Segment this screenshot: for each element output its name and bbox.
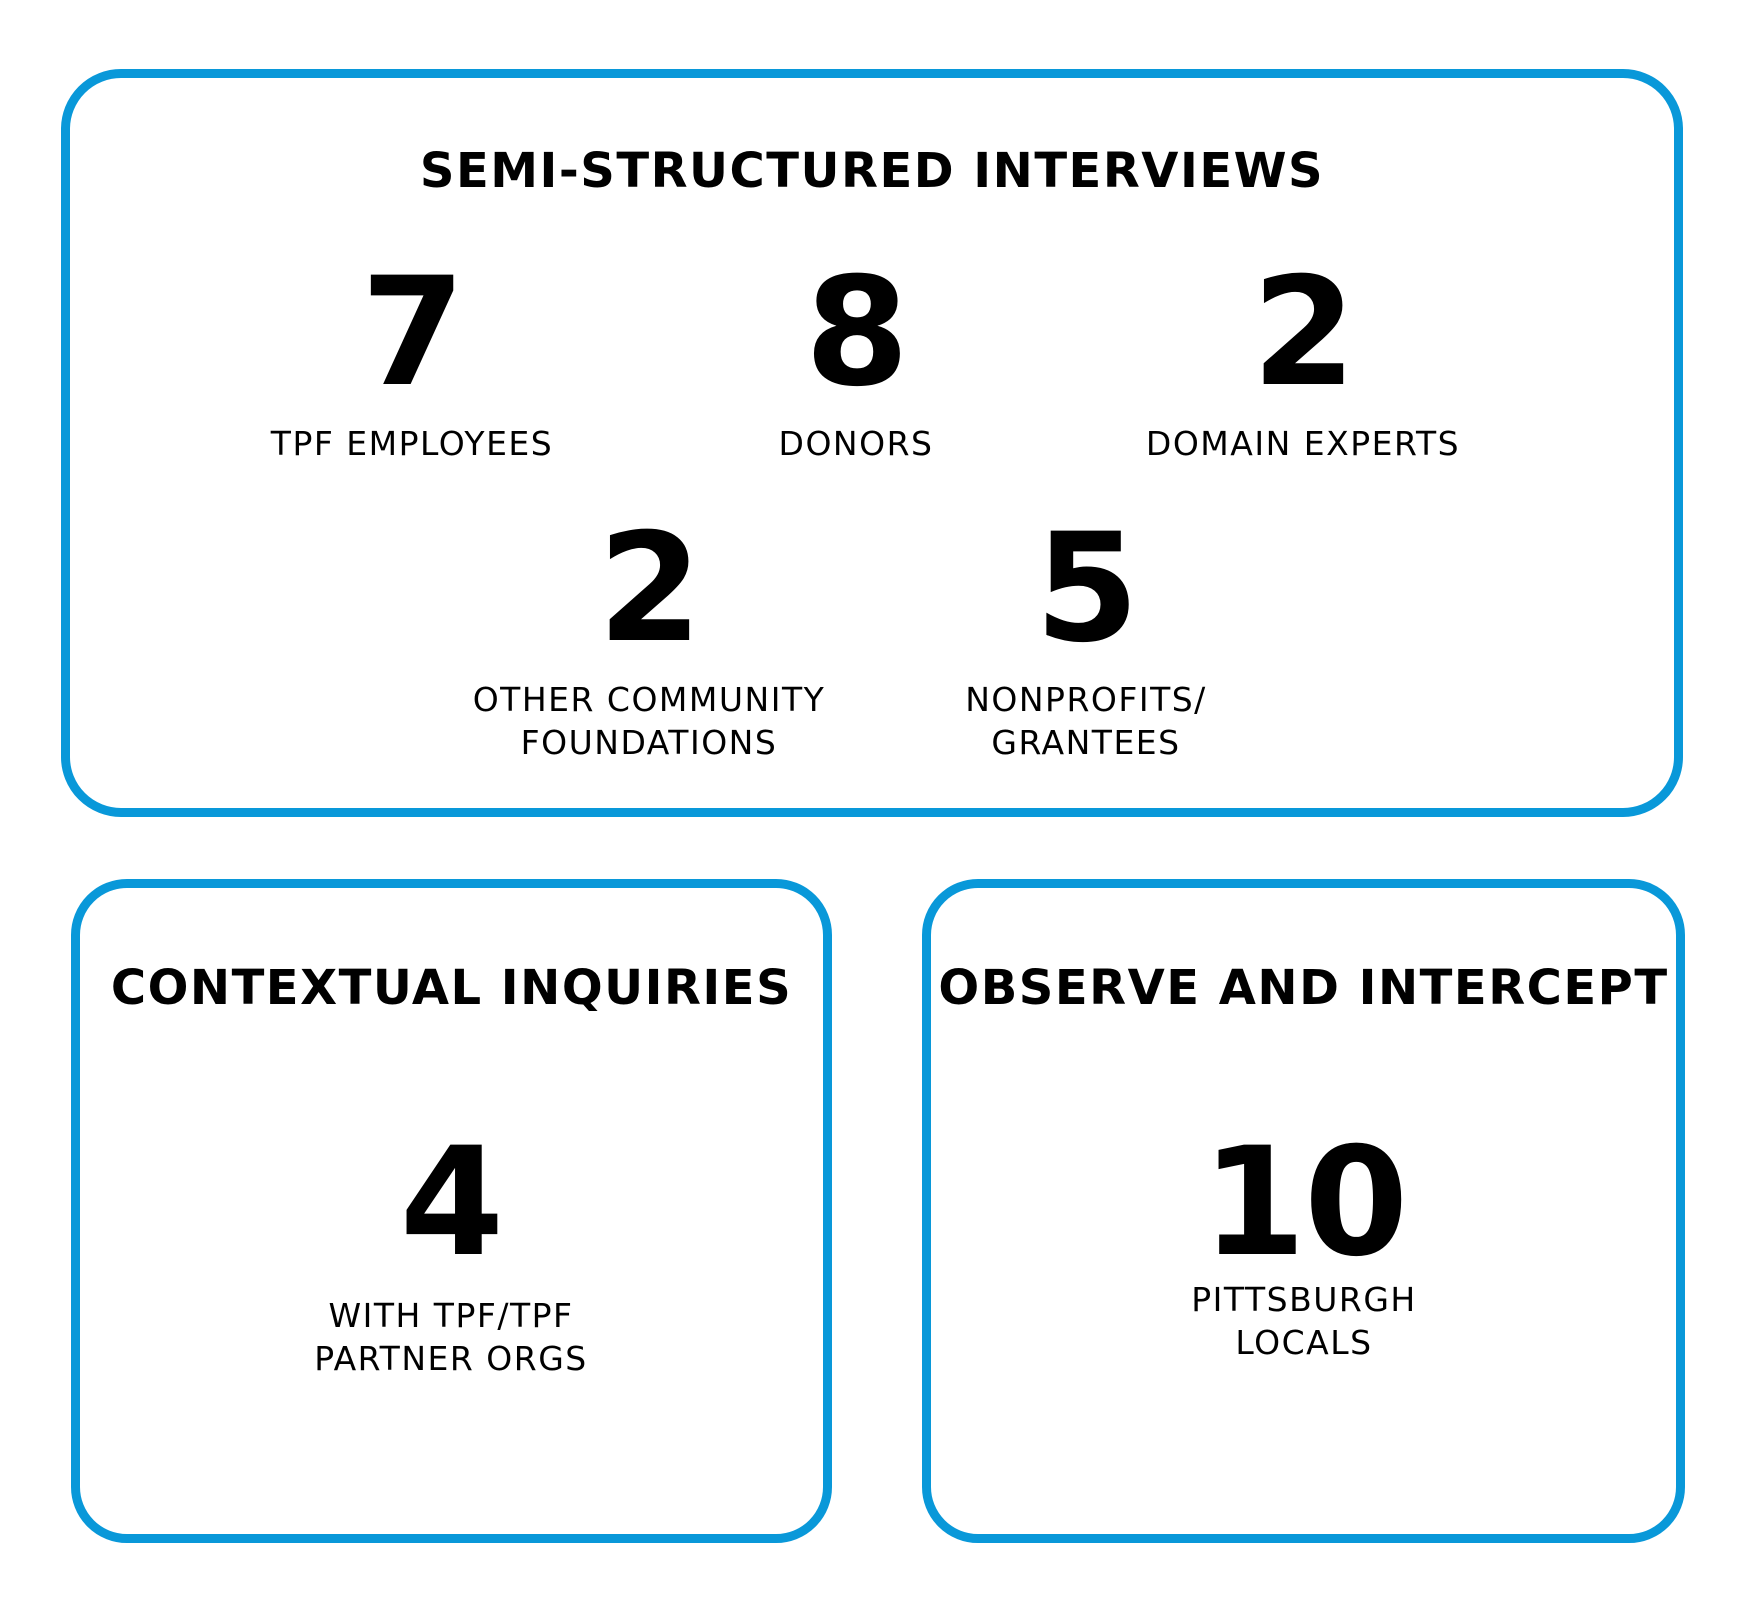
stat-value: 2: [597, 502, 702, 676]
panel-title: SEMI-STRUCTURED INTERVIEWS: [419, 143, 1325, 199]
stat-label: WITH TPF/TPF PARTNER ORGS: [314, 1296, 588, 1378]
stat-nonprofits-grantees: 5 NONPROFITS/ GRANTEES: [876, 514, 1296, 764]
stat-label: DONORS: [778, 424, 934, 463]
stat-value: 7: [360, 246, 465, 420]
stat-value: 2: [1251, 246, 1356, 420]
stat-value: 5: [1034, 502, 1139, 676]
stat-tpf-employees: 7 TPF EMPLOYEES: [202, 258, 622, 465]
panel-title: OBSERVE AND INTERCEPT: [938, 960, 1669, 1016]
semi-structured-interviews-panel: SEMI-STRUCTURED INTERVIEWS 7 TPF EMPLOYE…: [61, 69, 1683, 817]
stat-other-community-foundations: 2 OTHER COMMUNITY FOUNDATIONS: [439, 514, 859, 764]
stat-value: 8: [804, 246, 909, 420]
stat-label: DOMAIN EXPERTS: [1145, 424, 1461, 463]
stat-value: 10: [1201, 1116, 1409, 1290]
observe-and-intercept-panel: OBSERVE AND INTERCEPT 10 PITTSBURGH LOCA…: [922, 879, 1685, 1543]
stat-pittsburgh-locals: 10 PITTSBURGH LOCALS: [1094, 1128, 1514, 1364]
stat-label: NONPROFITS/ GRANTEES: [965, 680, 1207, 762]
contextual-inquiries-panel: CONTEXTUAL INQUIRIES 4 WITH TPF/TPF PART…: [71, 879, 832, 1543]
stat-label: PITTSBURGH LOCALS: [1191, 1280, 1417, 1362]
stat-label: OTHER COMMUNITY FOUNDATIONS: [472, 680, 826, 762]
stat-value: 4: [399, 1116, 504, 1290]
stat-tpf-partner-orgs: 4 WITH TPF/TPF PARTNER ORGS: [241, 1128, 661, 1380]
panel-title: CONTEXTUAL INQUIRIES: [110, 960, 793, 1016]
stat-domain-experts: 2 DOMAIN EXPERTS: [1093, 258, 1513, 465]
stat-label: TPF EMPLOYEES: [270, 424, 554, 463]
stat-donors: 8 DONORS: [646, 258, 1066, 465]
